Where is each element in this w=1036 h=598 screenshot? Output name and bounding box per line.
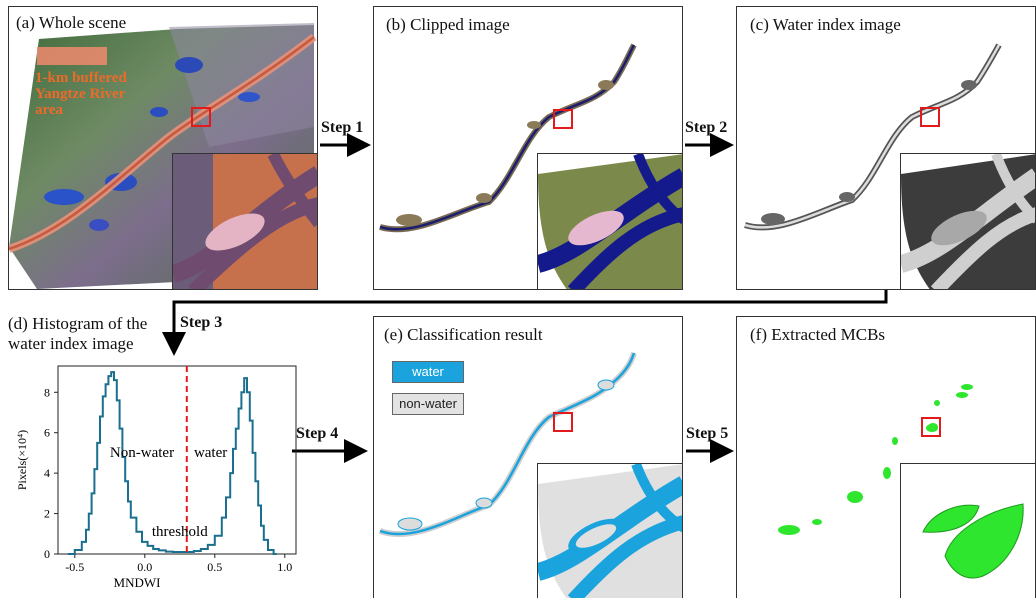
- threshold-annotation: threshold: [152, 524, 208, 540]
- legend-water-label: water: [412, 364, 444, 379]
- extracted-mcb-image: [778, 384, 973, 535]
- panel-e: (e) Classification result water non-wate…: [373, 316, 683, 598]
- non-water-annotation: Non-water: [110, 445, 174, 461]
- x-tick-label: 0.0: [137, 560, 152, 574]
- histogram-series: [67, 371, 277, 555]
- buffer-label-line3: area: [35, 102, 64, 118]
- panel-f: (f) Extracted MCBs: [736, 316, 1036, 598]
- panel-b: (b) Clipped image: [373, 6, 683, 290]
- buffer-label: 1-km buffered Yangtze River area: [35, 70, 127, 118]
- panel-b-title: (b) Clipped image: [386, 15, 510, 34]
- water-annotation: water: [194, 445, 227, 461]
- y-tick-label: 0: [44, 547, 50, 561]
- panel-f-zoom-inset: [900, 463, 1035, 598]
- plot-frame: [57, 365, 297, 555]
- step1-label: Step 1: [321, 119, 364, 136]
- water-index-image: [744, 43, 1002, 231]
- buffer-label-line2: Yangtze River: [35, 86, 126, 102]
- y-axis-label: Pixels(×10⁴): [15, 430, 29, 490]
- panel-d-title-line2: water index image: [8, 334, 134, 353]
- legend-water: water: [392, 361, 464, 383]
- y-tick-label: 8: [44, 385, 50, 399]
- panel-c-title: (c) Water index image: [750, 15, 901, 34]
- buffer-label-line1: 1-km buffered: [35, 70, 127, 86]
- histogram-chart: 0 2 4 6 8 -0.5 0.0 0.5 1.0 MNDWI Pixels(×10⁴) Non-w…: [15, 365, 297, 590]
- x-tick-label: -0.5: [65, 560, 84, 574]
- y-tick-label: 6: [44, 426, 50, 440]
- x-tick-label: 1.0: [277, 560, 292, 574]
- panel-d-title: (d) Histogram of the water index image: [8, 314, 147, 354]
- x-tick-label: 0.5: [207, 560, 222, 574]
- panel-e-title: (e) Classification result: [384, 325, 543, 344]
- panel-f-title: (f) Extracted MCBs: [750, 325, 886, 344]
- x-axis-label: MNDWI: [114, 575, 161, 590]
- panel-a: (a) Whole scene 1-km buffered Yangtze Ri…: [8, 6, 318, 290]
- classification-image: [379, 352, 637, 538]
- step4-label: Step 4: [296, 425, 339, 442]
- step2-label: Step 2: [685, 119, 728, 136]
- panel-d-title-line1: (d) Histogram of the: [8, 314, 148, 333]
- y-tick-label: 2: [44, 507, 50, 521]
- legend-nonwater-label: non-water: [399, 396, 457, 411]
- y-tick-label: 4: [44, 466, 50, 480]
- panel-a-title: (a) Whole scene: [16, 13, 127, 32]
- step5-label: Step 5: [686, 425, 729, 442]
- step3-label: Step 3: [180, 314, 223, 331]
- panel-b-zoom-inset: [537, 153, 682, 289]
- panel-e-zoom-inset: [537, 463, 682, 598]
- legend-nonwater: non-water: [392, 393, 464, 415]
- panel-c: (c) Water index image: [736, 6, 1036, 290]
- clipped-image: [379, 43, 637, 233]
- whole-scene-image: [9, 23, 317, 289]
- panel-a-zoom-inset: [172, 153, 317, 289]
- panel-c-zoom-inset: [900, 153, 1035, 289]
